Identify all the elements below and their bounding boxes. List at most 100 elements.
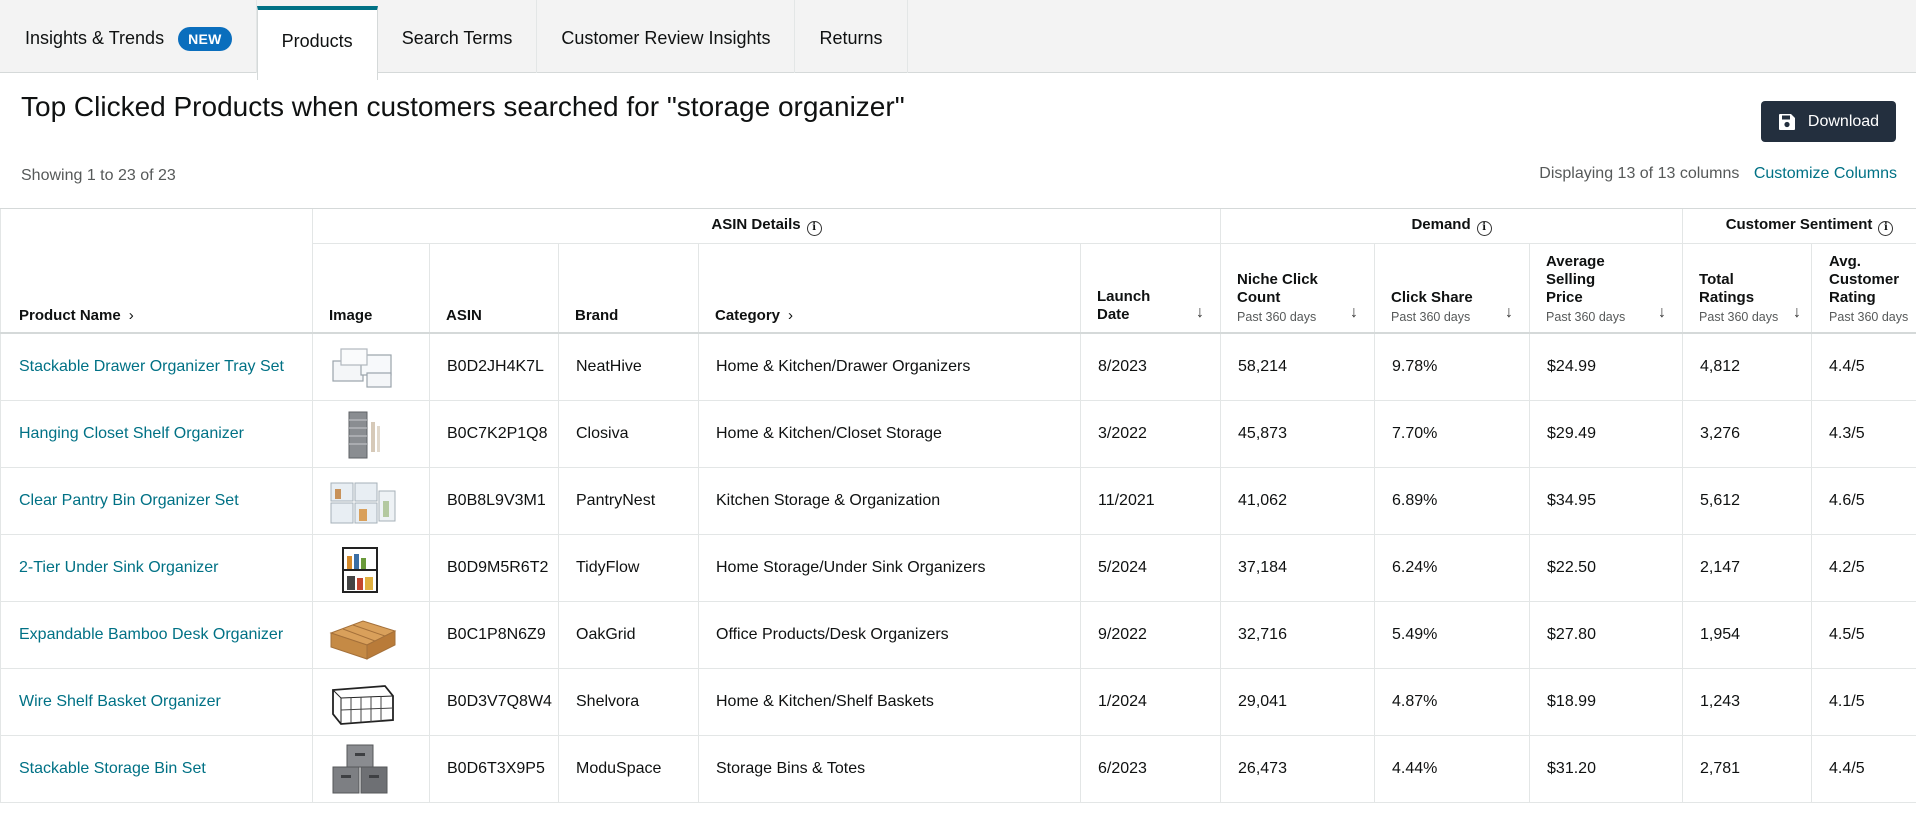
products-table-container: ASIN Details i Demand i Customer Sentiment… bbox=[0, 208, 1916, 821]
total-ratings-cell: 2,781 bbox=[1682, 734, 1813, 803]
download-button[interactable]: Download bbox=[1761, 101, 1896, 142]
col-launch-date[interactable]: Launch Date ↓ bbox=[1079, 242, 1222, 334]
click-share-cell: 9.78% bbox=[1374, 332, 1531, 401]
product-name-link[interactable]: Hanging Closet Shelf Organizer bbox=[0, 399, 313, 468]
products-table: ASIN Details i Demand i Customer Sentiment… bbox=[0, 209, 1916, 803]
col-avg-customer-rating[interactable]: Avg. Customer Rating Past 360 days bbox=[1811, 242, 1916, 334]
col-label: ASIN bbox=[446, 307, 482, 324]
product-name-link[interactable]: Wire Shelf Basket Organizer bbox=[0, 667, 313, 736]
columns-info: Displaying 13 of 13 columns Customize Co… bbox=[1539, 165, 1897, 183]
niche-click-count-cell: 41,062 bbox=[1220, 466, 1376, 535]
click-share-cell: 4.44% bbox=[1374, 734, 1531, 803]
table-row: Wire Shelf Basket Organizer B0D3V7Q8W4 She… bbox=[0, 667, 1916, 736]
info-icon[interactable]: i bbox=[1878, 220, 1894, 236]
product-name-link[interactable]: Clear Pantry Bin Organizer Set bbox=[0, 466, 313, 535]
product-name-link[interactable]: Stackable Drawer Organizer Tray Set bbox=[0, 332, 313, 401]
tab-label: Returns bbox=[819, 28, 883, 48]
wire-basket-icon bbox=[332, 684, 394, 725]
average-selling-price-cell: $31.20 bbox=[1529, 734, 1684, 803]
niche-click-count-cell: 29,041 bbox=[1220, 667, 1376, 736]
asin-cell: B0D3V7Q8W4 bbox=[429, 667, 559, 736]
col-image: Image bbox=[312, 242, 430, 334]
result-count: Showing 1 to 23 of 23 bbox=[21, 167, 176, 184]
col-label: Niche Click Count bbox=[1237, 271, 1318, 306]
sort-arrow-icon[interactable]: ↓ bbox=[1793, 304, 1802, 321]
asin-cell: B0D9M5R6T2 bbox=[429, 533, 559, 602]
sort-arrow-icon[interactable]: ↓ bbox=[1350, 304, 1359, 321]
page-title: Top Clicked Products when customers sear… bbox=[21, 91, 905, 122]
col-label: Product Name bbox=[19, 307, 121, 324]
launch-date-cell: 1/2024 bbox=[1079, 667, 1222, 736]
product-name-link[interactable]: Expandable Bamboo Desk Organizer bbox=[0, 600, 313, 669]
launch-date-cell: 3/2022 bbox=[1079, 399, 1222, 468]
product-image bbox=[312, 533, 430, 602]
group-spacer bbox=[0, 209, 313, 243]
info-icon[interactable]: i bbox=[806, 220, 822, 236]
bamboo-organizer-icon bbox=[329, 619, 397, 660]
total-ratings-cell: 1,243 bbox=[1682, 667, 1813, 736]
table-row: Stackable Storage Bin Set B0D6T3X9P5 ModuS… bbox=[0, 734, 1916, 803]
product-name-link[interactable]: 2-Tier Under Sink Organizer bbox=[0, 533, 313, 602]
drawer-trays-icon bbox=[332, 348, 392, 388]
col-click-share[interactable]: Click Share Past 360 days ↓ bbox=[1374, 242, 1531, 334]
brand-cell: Shelvora bbox=[558, 667, 699, 736]
table-row: Hanging Closet Shelf Organizer B0C7K2P1Q8… bbox=[0, 399, 1916, 468]
col-period: Past 360 days bbox=[1237, 310, 1317, 324]
total-ratings-cell: 1,954 bbox=[1682, 600, 1813, 669]
col-product-name[interactable]: Product Name › bbox=[0, 243, 313, 334]
category-cell: Home Storage/Under Sink Organizers bbox=[698, 533, 1081, 602]
tab-customer-review-insights[interactable]: Customer Review Insights bbox=[537, 0, 796, 73]
info-icon[interactable]: i bbox=[1476, 220, 1492, 236]
sort-arrow-icon[interactable]: ↓ bbox=[1658, 304, 1667, 321]
niche-click-count-cell: 32,716 bbox=[1220, 600, 1376, 669]
tab-insights-trends[interactable]: Insights & Trends NEW bbox=[0, 0, 257, 73]
chevron-right-icon: › bbox=[788, 307, 794, 324]
group-label: Demand bbox=[1411, 215, 1471, 233]
group-label: ASIN Details bbox=[711, 215, 801, 233]
tab-search-terms[interactable]: Search Terms bbox=[378, 0, 538, 73]
col-label: Click Share bbox=[1391, 289, 1473, 306]
product-image bbox=[312, 667, 430, 736]
group-label: Customer Sentiment bbox=[1725, 215, 1873, 233]
sort-arrow-icon[interactable]: ↓ bbox=[1505, 304, 1514, 321]
avg-customer-rating-cell: 4.1/5 bbox=[1811, 667, 1916, 736]
avg-customer-rating-cell: 4.4/5 bbox=[1811, 332, 1916, 401]
col-niche-click-count[interactable]: Niche Click Count Past 360 days ↓ bbox=[1220, 242, 1376, 334]
category-cell: Home & Kitchen/Drawer Organizers bbox=[698, 332, 1081, 401]
asin-cell: B0D6T3X9P5 bbox=[429, 734, 559, 803]
brand-cell: PantryNest bbox=[558, 466, 699, 535]
asin-cell: B0C1P8N6Z9 bbox=[429, 600, 559, 669]
table-row: Stackable Drawer Organizer Tray Set B0D2J… bbox=[0, 332, 1916, 401]
asin-cell: B0D2JH4K7L bbox=[429, 332, 559, 401]
asin-cell: B0B8L9V3M1 bbox=[429, 466, 559, 535]
tab-returns[interactable]: Returns bbox=[795, 0, 908, 73]
col-category[interactable]: Category › bbox=[698, 242, 1081, 334]
brand-cell: ModuSpace bbox=[558, 734, 699, 803]
group-demand: Demand i bbox=[1220, 209, 1684, 244]
niche-click-count-cell: 45,873 bbox=[1220, 399, 1376, 468]
total-ratings-cell: 4,812 bbox=[1682, 332, 1813, 401]
col-total-ratings[interactable]: Total Ratings Past 360 days ↓ bbox=[1682, 242, 1813, 334]
under-sink-rack-icon bbox=[342, 546, 378, 593]
col-average-selling-price[interactable]: Average Selling Price Past 360 days ↓ bbox=[1529, 242, 1684, 334]
brand-cell: NeatHive bbox=[558, 332, 699, 401]
group-customer-sentiment: Customer Sentiment i bbox=[1682, 209, 1916, 244]
col-label: Launch Date bbox=[1097, 288, 1151, 323]
tab-products[interactable]: Products bbox=[256, 6, 378, 80]
chevron-right-icon: › bbox=[128, 307, 134, 324]
hanging-closet-icon bbox=[348, 411, 380, 458]
launch-date-cell: 8/2023 bbox=[1079, 332, 1222, 401]
product-image bbox=[312, 734, 430, 803]
pantry-bins-icon bbox=[330, 482, 396, 523]
columns-count: Displaying 13 of 13 columns bbox=[1539, 165, 1740, 182]
click-share-cell: 6.24% bbox=[1374, 533, 1531, 602]
click-share-cell: 4.87% bbox=[1374, 667, 1531, 736]
sort-arrow-icon[interactable]: ↓ bbox=[1196, 304, 1205, 321]
tab-label: Search Terms bbox=[401, 28, 513, 48]
average-selling-price-cell: $18.99 bbox=[1529, 667, 1684, 736]
launch-date-cell: 11/2021 bbox=[1079, 466, 1222, 535]
launch-date-cell: 6/2023 bbox=[1079, 734, 1222, 803]
niche-click-count-cell: 37,184 bbox=[1220, 533, 1376, 602]
customize-columns-link[interactable]: Customize Columns bbox=[1753, 165, 1897, 182]
product-name-link[interactable]: Stackable Storage Bin Set bbox=[0, 734, 313, 803]
